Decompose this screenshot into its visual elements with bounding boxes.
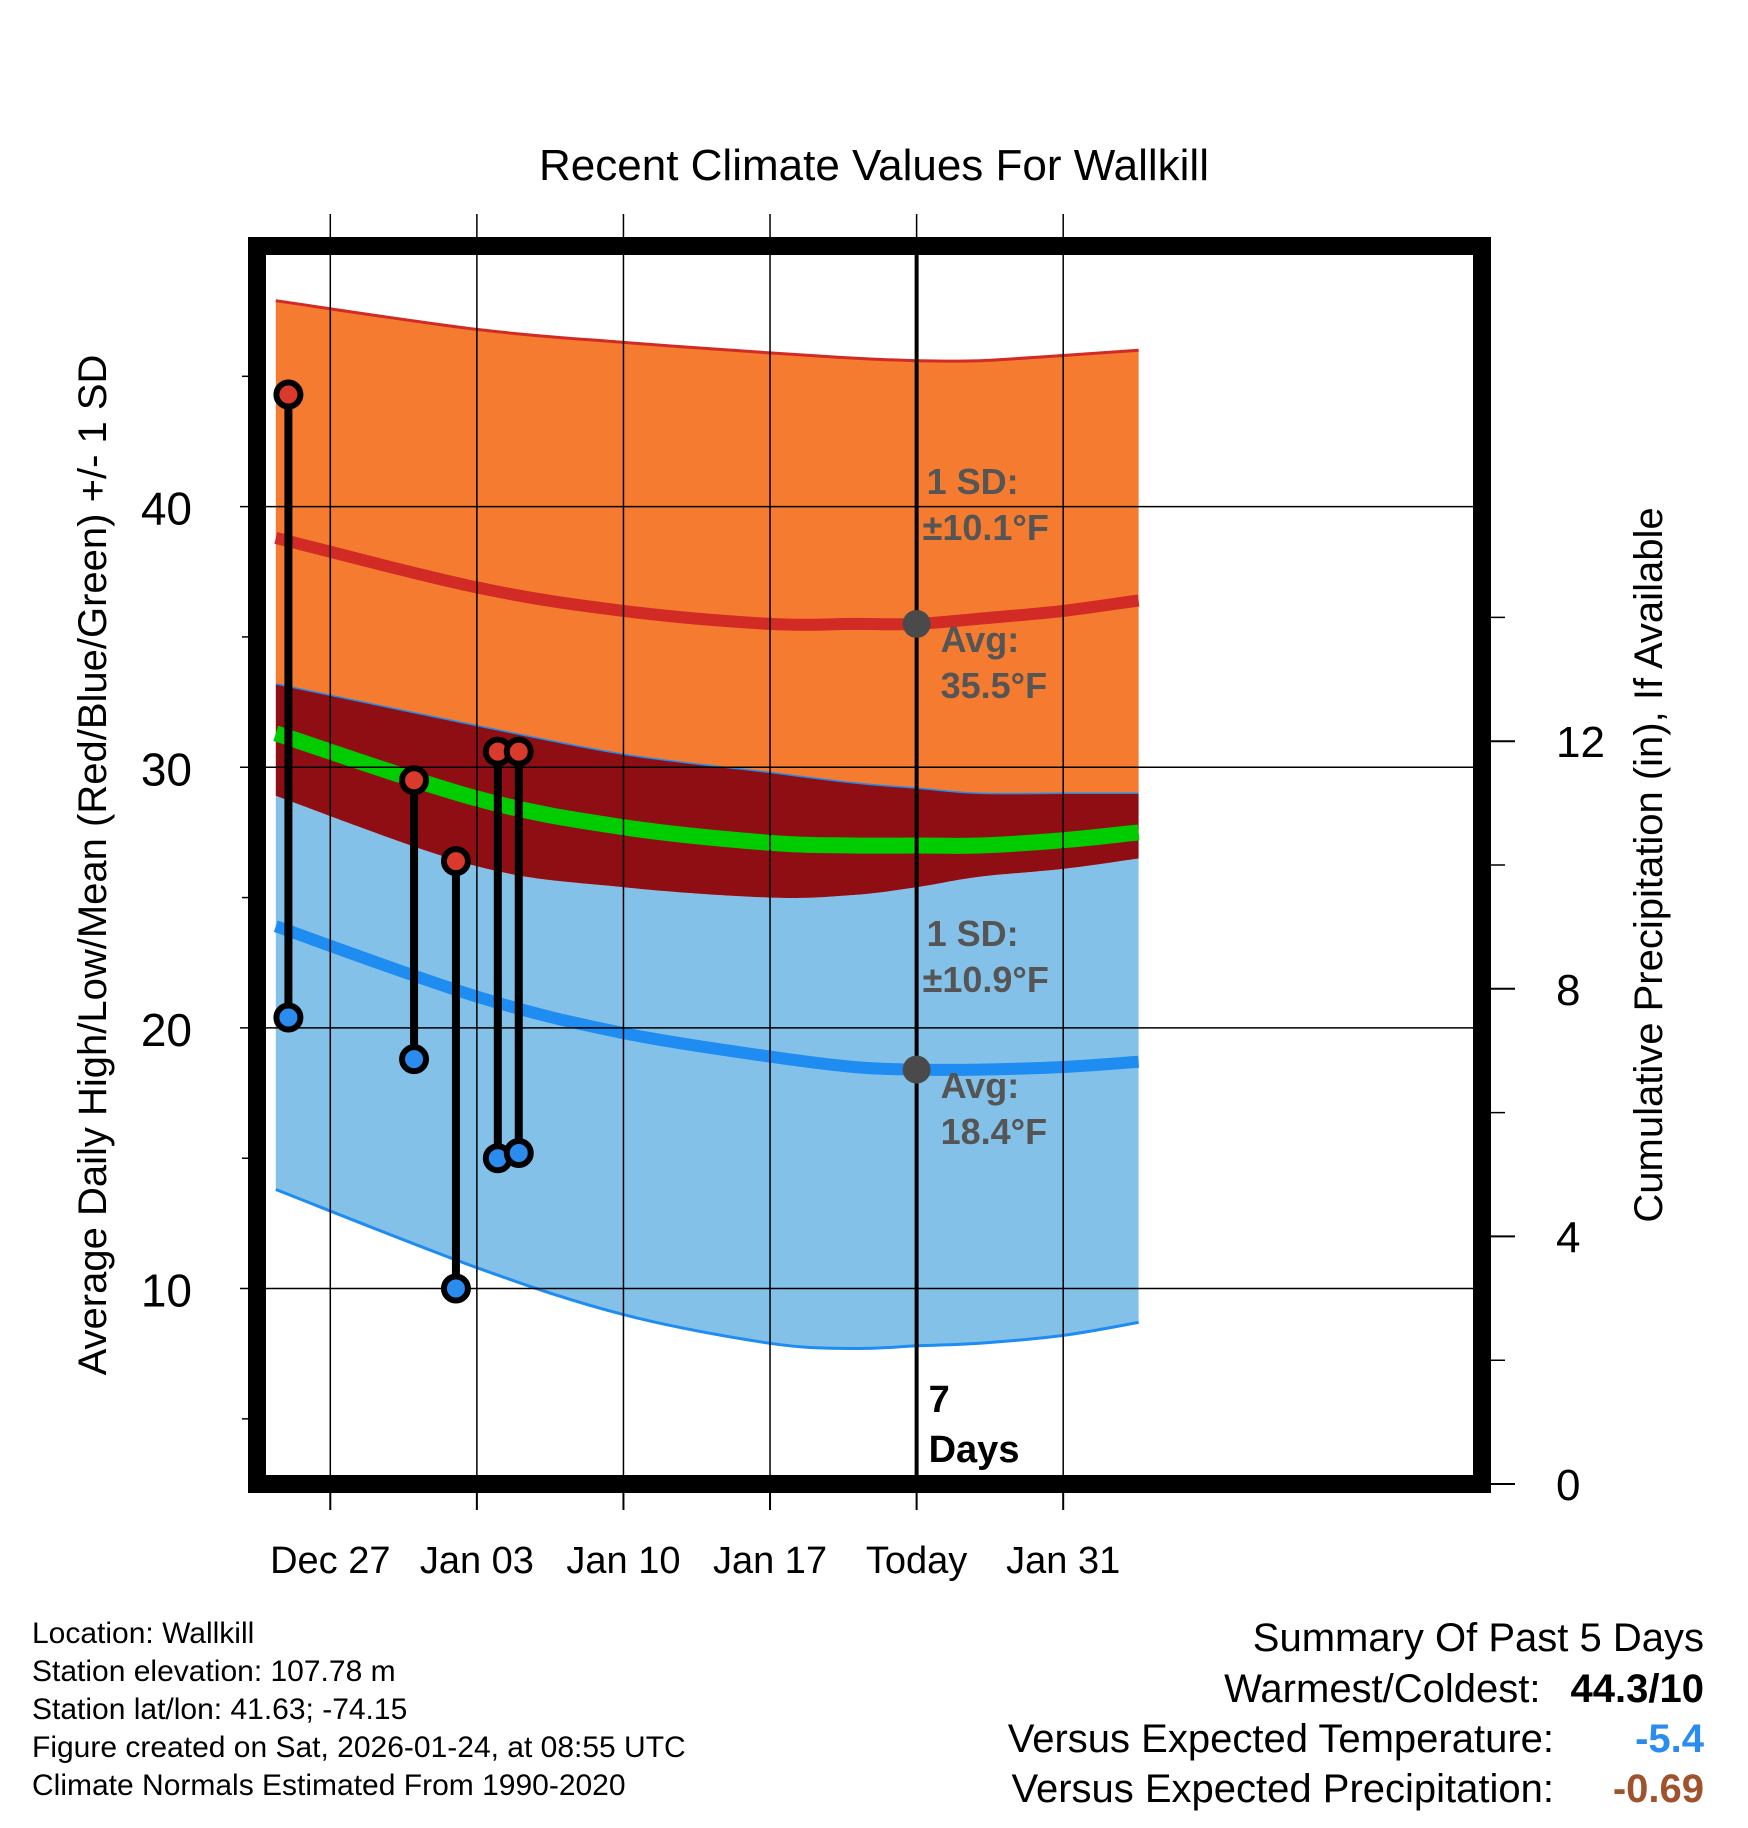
- today-days-number: 7: [929, 1379, 950, 1421]
- obs-high-point: [399, 765, 430, 796]
- x-tick-label: Jan 17: [713, 1540, 827, 1582]
- x-tick-label: Jan 10: [566, 1540, 680, 1582]
- elevation-text: Station elevation: 107.78 m: [32, 1655, 396, 1688]
- y-tick-label: 10: [141, 1265, 192, 1317]
- y2-tick-label: 4: [1556, 1213, 1580, 1262]
- high-avg-value: 35.5°F: [941, 665, 1047, 706]
- obs-high-point: [273, 379, 304, 410]
- warm-cold-label: Warmest/Coldest:: [1224, 1667, 1541, 1711]
- summary-panel: Summary Of Past 5 Days Warmest/Coldest: 4…: [1008, 1612, 1704, 1814]
- normals-text: Climate Normals Estimated From 1990-2020: [32, 1769, 626, 1802]
- x-tick-label: Dec 27: [270, 1540, 390, 1582]
- x-axis-title: Day: [838, 1596, 909, 1600]
- obs-low-point: [399, 1044, 430, 1075]
- today-high-avg-marker: [902, 609, 931, 638]
- climate-chart: Recent Climate Values For Wallkill 1 SD:…: [71, 141, 1671, 1600]
- high-avg-label: Avg:: [941, 619, 1020, 660]
- high-sd-value: ±10.1°F: [923, 507, 1049, 548]
- obs-low-point: [440, 1273, 471, 1304]
- y2-tick-label: 12: [1556, 718, 1605, 767]
- summary-precip: Versus Expected Precipitation: -0.69: [1008, 1764, 1704, 1814]
- summary-warm-cold: Warmest/Coldest: 44.3/10: [1008, 1664, 1704, 1714]
- summary-title: Summary Of Past 5 Days: [1252, 1616, 1704, 1660]
- obs-high-point: [440, 846, 471, 877]
- y2-axis-title: Cumulative Precipitation (in), If Availa…: [1627, 507, 1671, 1222]
- low-sd-value: ±10.9°F: [923, 959, 1049, 1000]
- today-low-avg-marker: [902, 1055, 931, 1084]
- low-sd-band: [275, 795, 1139, 1349]
- obs-high-point: [503, 736, 534, 767]
- warm-cold-value: 44.3/10: [1570, 1667, 1704, 1711]
- high-sd-label: 1 SD:: [927, 461, 1019, 502]
- temp-label: Versus Expected Temperature:: [1007, 1717, 1554, 1761]
- y2-tick-label: 0: [1556, 1461, 1580, 1510]
- precip-label: Versus Expected Precipitation:: [1011, 1767, 1554, 1811]
- station-info: Location: Wallkill Station elevation: 10…: [32, 1615, 686, 1805]
- y-tick-label: 20: [141, 1004, 192, 1056]
- x-tick-label: Jan 03: [420, 1540, 534, 1582]
- today-days-label: Days: [929, 1429, 1020, 1471]
- y-tick-label: 30: [141, 743, 192, 795]
- x-tick-label: Jan 31: [1006, 1540, 1120, 1582]
- location-text: Location: Wallkill: [32, 1617, 255, 1650]
- precip-value: -0.69: [1612, 1767, 1704, 1811]
- created-text: Figure created on Sat, 2026-01-24, at 08…: [32, 1731, 686, 1764]
- low-avg-value: 18.4°F: [941, 1111, 1047, 1152]
- chart-title: Recent Climate Values For Wallkill: [539, 141, 1209, 190]
- low-avg-label: Avg:: [941, 1065, 1020, 1106]
- y-tick-label: 40: [141, 483, 192, 535]
- low-sd-label: 1 SD:: [927, 913, 1019, 954]
- obs-low-point: [503, 1137, 534, 1168]
- latlon-text: Station lat/lon: 41.63; -74.15: [32, 1693, 408, 1726]
- y-axis-title: Average Daily High/Low/Mean (Red/Blue/Gr…: [71, 355, 115, 1376]
- obs-low-point: [273, 1002, 304, 1033]
- temp-value: -5.4: [1635, 1717, 1704, 1761]
- summary-temp: Versus Expected Temperature: -5.4: [1008, 1714, 1704, 1764]
- x-tick-label: Today: [866, 1540, 967, 1582]
- y2-tick-label: 8: [1556, 966, 1580, 1015]
- high-sd-band: [275, 300, 1139, 794]
